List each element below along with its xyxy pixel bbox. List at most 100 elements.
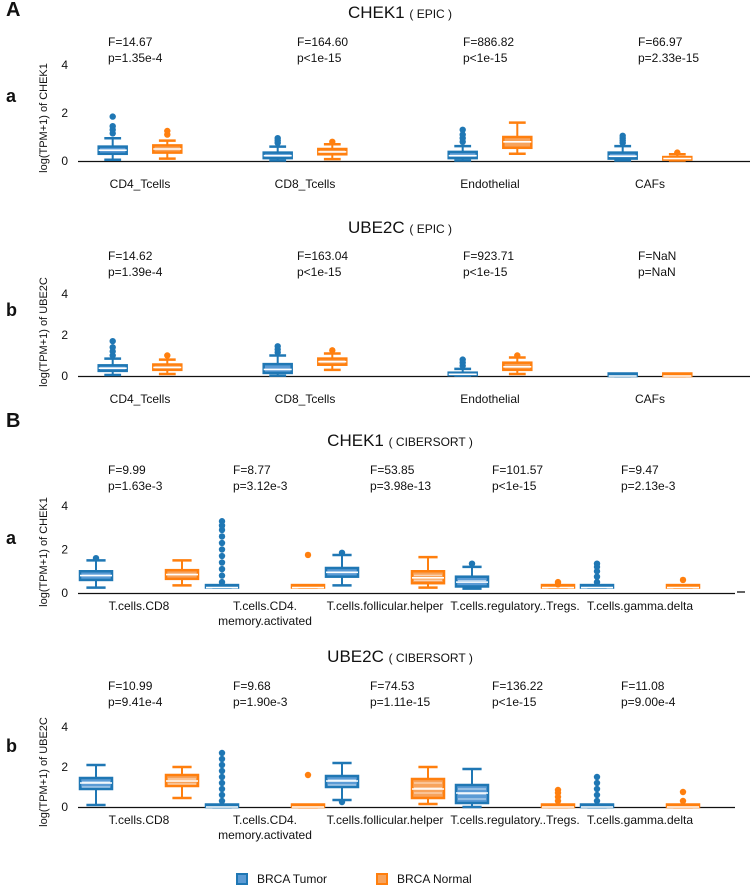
chart-title: CHEK1 ( EPIC ) (348, 3, 452, 22)
f-statistic-label: F=74.53 (370, 679, 415, 693)
outlier-point (92, 555, 100, 562)
x-category-label-line: memory.activated (218, 828, 312, 842)
tumor-box (97, 337, 128, 377)
outlier-point (593, 573, 601, 580)
outlier-point (218, 572, 226, 579)
f-statistic-label: F=163.04 (297, 249, 348, 263)
x-category-label: CAFs (635, 392, 665, 406)
x-category-label-line: CD4_Tcells (110, 177, 171, 191)
chart-panel-0: CHEK1 ( EPIC ) log(TPM+1) of CHEK1 0 2 4 F=14… (38, 3, 750, 191)
section-label-b: B (6, 410, 21, 432)
section-label-a: A (6, 0, 21, 21)
normal-box (410, 555, 446, 589)
normal-box (317, 347, 348, 372)
x-category-label: CD4_Tcells (110, 177, 171, 191)
outlier-point (218, 539, 226, 547)
normal-box (152, 352, 183, 376)
outlier-point (593, 797, 601, 805)
normal-box (540, 786, 576, 809)
panel-label: b (6, 300, 17, 320)
y-tick-label: 4 (61, 58, 68, 72)
tumor-box (579, 560, 615, 589)
outlier-point (218, 773, 226, 781)
f-statistic-label: F=923.71 (463, 249, 514, 263)
x-category-label-line: T.cells.gamma.delta (587, 599, 693, 613)
outlier-point (218, 755, 226, 763)
outlier-point (338, 549, 346, 556)
p-value-label: p<1e-15 (492, 695, 537, 709)
x-category-label: Endothelial (460, 177, 519, 191)
normal-box (164, 765, 200, 800)
outlier-point (514, 352, 521, 359)
outlier-point (554, 786, 562, 794)
chart-title-gene: CHEK1 (348, 3, 409, 22)
y-tick-label: 4 (61, 287, 68, 301)
f-statistic-label: F=8.77 (233, 463, 271, 477)
tumor-box (97, 113, 128, 162)
panel-label: b (6, 736, 17, 756)
y-tick-label: 0 (61, 800, 68, 814)
p-value-label: p<1e-15 (492, 479, 537, 493)
chart-title-method: ( CIBERSORT ) (389, 435, 473, 449)
p-value-label: p=1.11e-15 (370, 695, 430, 709)
chart-title-method: ( CIBERSORT ) (389, 651, 473, 665)
x-category-label: T.cells.CD4. memory.activated (218, 813, 312, 842)
p-value-label: p=9.41e-4 (108, 695, 163, 709)
x-category-label: T.cells.gamma.delta (587, 599, 693, 613)
panel-label: a (6, 528, 17, 548)
x-category-label-line: CD8_Tcells (275, 392, 336, 406)
outlier-point (109, 337, 116, 345)
x-category-label-line: T.cells.CD8 (109, 599, 170, 613)
normal-box (540, 578, 576, 589)
y-tick-label: 0 (61, 586, 68, 600)
p-value-label: p=3.98e-13 (370, 479, 431, 493)
x-category-label: T.cells.CD4. memory.activated (218, 599, 312, 628)
y-tick-label: 4 (61, 720, 68, 734)
outlier-point (218, 565, 226, 573)
tumor-box (324, 549, 360, 587)
x-category-label: Endothelial (460, 392, 519, 406)
f-statistic-label: F=53.85 (370, 463, 415, 477)
normal-box (290, 551, 326, 589)
tumor-box (607, 372, 638, 378)
tumor-box (447, 356, 478, 377)
p-value-label: p<1e-15 (463, 265, 508, 279)
outlier-point (468, 560, 476, 567)
f-statistic-label: F=14.67 (108, 35, 153, 49)
tumor-box (454, 560, 490, 590)
p-value-label: p<1e-15 (297, 51, 342, 65)
outlier-point (109, 123, 116, 130)
x-category-label: T.cells.regulatory..Tregs. (450, 813, 579, 827)
outlier-point (304, 771, 312, 779)
chart-panel-2: CHEK1 ( CIBERSORT ) log(TPM+1) of CHEK1 0 2… (38, 431, 745, 628)
tumor-box (204, 518, 240, 589)
x-category-label-line: T.cells.CD4. (233, 599, 297, 613)
f-statistic-label: F=66.97 (638, 35, 683, 49)
outlier-point (459, 131, 466, 138)
y-tick-label: 4 (61, 499, 68, 513)
x-category-label-line: T.cells.CD8 (109, 813, 170, 827)
p-value-label: p=1.39e-4 (108, 265, 163, 279)
outlier-point (679, 788, 687, 796)
x-category-label: T.cells.follicular.helper (327, 599, 444, 613)
tumor-box (78, 555, 114, 589)
normal-box (164, 559, 200, 587)
y-axis-label: log(TPM+1) of UBE2C (38, 717, 50, 827)
chart-title-method: ( EPIC ) (409, 222, 452, 236)
normal-box (665, 576, 701, 589)
legend-label-normal: BRCA Normal (397, 872, 472, 886)
box-body (262, 362, 293, 375)
outlier-point (218, 767, 226, 775)
tumor-box (78, 763, 114, 807)
outlier-point (218, 761, 226, 769)
p-value-label: p<1e-15 (297, 265, 342, 279)
f-statistic-label: F=136.22 (492, 679, 543, 693)
chart-title: CHEK1 ( CIBERSORT ) (327, 431, 473, 450)
outlier-point (218, 546, 226, 553)
normal-box (317, 138, 348, 161)
x-category-label: T.cells.follicular.helper (327, 813, 444, 827)
x-category-label: T.cells.CD8 (109, 813, 170, 827)
p-value-label: p=2.13e-3 (621, 479, 676, 493)
chart-panel-1: UBE2C ( EPIC ) log(TPM+1) of UBE2C 0 2 4 F=14… (38, 218, 750, 406)
